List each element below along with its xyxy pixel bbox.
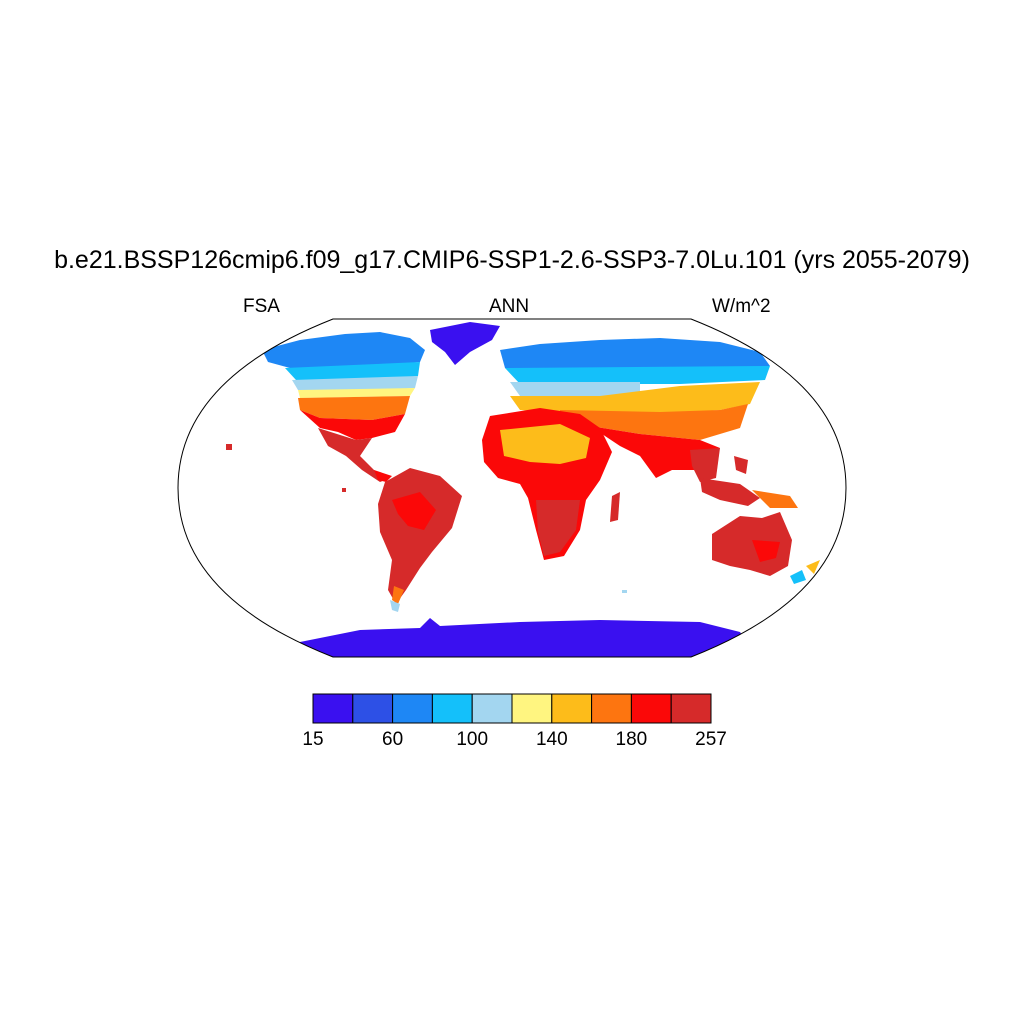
colorbar-swatch: [630, 693, 672, 724]
land-fill: [226, 322, 820, 657]
colorbar-swatch: [551, 693, 593, 724]
colorbar-tick-label: 180: [615, 729, 648, 750]
region-australia: [712, 512, 820, 584]
variable-label: FSA: [243, 296, 280, 317]
colorbar-swatch: [511, 693, 553, 724]
colorbar-swatch: [471, 693, 513, 724]
region-hawaii: [226, 444, 232, 450]
colorbar-swatch: [352, 693, 394, 724]
region-kerguelen: [622, 590, 627, 593]
colorbar-tick-label: 60: [382, 729, 404, 750]
region-south-america: [378, 468, 462, 612]
region-greenland: [430, 322, 500, 365]
units-label: W/m^2: [712, 296, 771, 317]
colorbar: [312, 693, 712, 724]
colorbar-swatch: [431, 693, 473, 724]
season-label: ANN: [489, 296, 530, 317]
colorbar-tick-label: 257: [695, 729, 727, 750]
region-maritime-asia: [700, 456, 798, 508]
map-boundary: [177, 318, 847, 658]
plot-title: b.e21.BSSP126cmip6.f09_g17.CMIP6-SSP1-2.…: [54, 246, 970, 274]
colorbar-tick-label: 140: [535, 729, 568, 750]
colorbar-swatch: [392, 693, 433, 724]
colorbar-swatch: [670, 693, 712, 724]
region-galapagos: [342, 488, 346, 492]
region-antarctica: [290, 618, 760, 657]
colorbar-swatch: [312, 693, 354, 724]
colorbar-swatch: [591, 693, 632, 724]
region-north-america: [262, 332, 425, 482]
colorbar-tick-label: 15: [302, 729, 324, 750]
region-africa: [482, 408, 620, 560]
colorbar-tick-label: 100: [456, 729, 489, 750]
region-eurasia: [500, 338, 770, 482]
